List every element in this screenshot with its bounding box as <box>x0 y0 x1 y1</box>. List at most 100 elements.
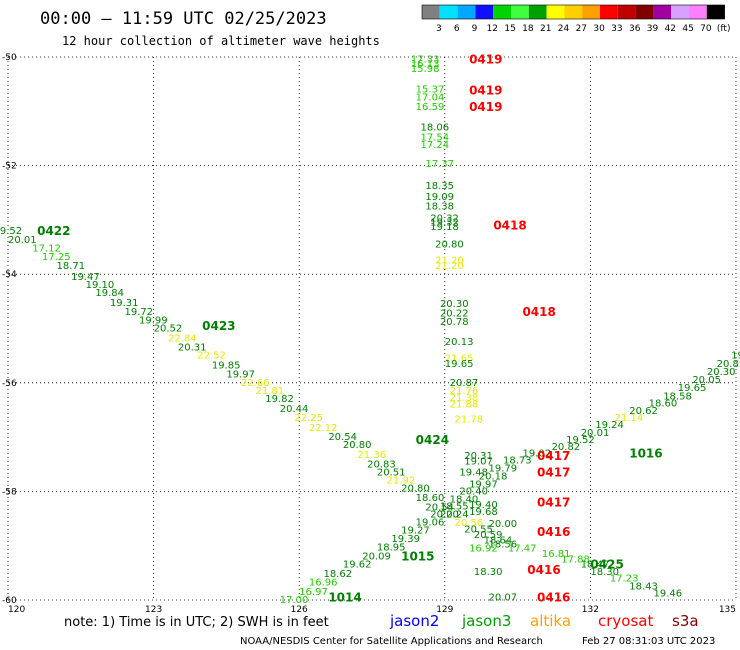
colorbar-label: 42 <box>665 24 676 34</box>
colorbar-label: 33 <box>611 24 622 34</box>
wave-height-value: 21.78 <box>455 415 484 426</box>
wave-height-value: 19.24 <box>595 420 624 431</box>
wave-height-value: 22.66 <box>241 378 270 389</box>
wave-height-value: 20.80 <box>343 440 372 451</box>
colorbar-swatch <box>689 5 707 19</box>
wave-height-value: 20.30 <box>707 367 736 378</box>
colorbar-label: 9 <box>472 24 478 34</box>
colorbar-label: 21 <box>540 24 551 34</box>
colorbar-swatch <box>671 5 689 19</box>
wave-height-value: 20.09 <box>362 552 391 563</box>
pass-label: 0416 <box>527 563 560 577</box>
wave-height-value: 21.76 <box>450 386 479 397</box>
pass-label: 0417 <box>537 465 570 479</box>
wave-height-value: 18.60 <box>416 493 445 504</box>
pass-label: 0418 <box>493 218 526 232</box>
wave-height-value: 19.97 <box>226 370 255 381</box>
wave-height-value: 19.79 <box>488 464 517 475</box>
x-tick-label: 135 <box>719 605 736 615</box>
wave-height-value: 20.18 <box>479 472 508 483</box>
x-tick-label: 123 <box>145 605 162 615</box>
wave-height-value: 20.31 <box>178 343 207 354</box>
wave-height-value: 18.06 <box>421 123 450 134</box>
wave-height-value: 20.52 <box>154 324 183 335</box>
wave-height-value: 17.33 <box>411 55 440 66</box>
wave-height-value: 19.65 <box>678 383 707 394</box>
wave-height-value: 20.07 <box>488 592 517 603</box>
wave-height-value: 16.97 <box>299 587 328 598</box>
wave-height-value: 20.87 <box>450 378 479 389</box>
colorbar-label: 6 <box>454 24 460 34</box>
colorbar-label: 24 <box>558 24 570 34</box>
wave-height-value: 20.80 <box>435 239 464 250</box>
wave-height-value: 22.84 <box>168 333 197 344</box>
colorbar-label: 15 <box>504 24 515 34</box>
wave-height-value: 19.72 <box>731 351 740 362</box>
wave-height-value: 20.82 <box>552 442 581 453</box>
colorbar-label: 3 <box>436 24 442 34</box>
wave-height-value: 18.35 <box>425 181 454 192</box>
wave-height-value: 16.81 <box>542 549 571 560</box>
pass-label: 0418 <box>522 305 555 319</box>
wave-height-value: 21.65 <box>445 353 474 364</box>
y-tick-label: -54 <box>2 270 17 280</box>
colorbar-swatch <box>422 5 440 19</box>
wave-height-value: 18.38 <box>425 201 454 212</box>
y-tick-label: -50 <box>2 53 17 63</box>
wave-height-value: 21.81 <box>256 386 285 397</box>
wave-height-value: 17.24 <box>421 140 450 151</box>
colorbar-label: 18 <box>522 24 534 34</box>
wave-height-value: 19.39 <box>391 534 420 545</box>
wave-height-value: 18.71 <box>57 261 86 272</box>
wave-height-value: 20.05 <box>692 375 721 386</box>
x-tick-label: 120 <box>8 605 25 615</box>
wave-height-value: 21.20 <box>435 256 464 267</box>
x-tick-label: 129 <box>436 605 453 615</box>
pass-label: 1015 <box>401 550 434 564</box>
wave-height-value: 19.40 <box>469 500 498 511</box>
colorbar-swatch <box>617 5 636 19</box>
wave-height-value: 17.54 <box>421 132 450 143</box>
colorbar-legend: 3 6 9 12 15 18 21 24 27 30 33 36 39 42 45 70 (ft) <box>421 4 731 34</box>
y-tick-label: -56 <box>2 379 17 389</box>
wave-height-value: 19.82 <box>265 394 294 405</box>
wave-height-value: 20.40 <box>459 486 488 497</box>
wave-height-value: 19.02 <box>522 448 551 459</box>
wave-height-value: 19.99 <box>139 315 168 326</box>
wave-height-value: 18.30 <box>590 567 619 578</box>
wave-height-value: 18.64 <box>484 535 513 546</box>
wave-height-value: 20.51 <box>377 467 406 478</box>
pass-label: 0416 <box>537 590 570 604</box>
pass-label: 0425 <box>590 558 623 572</box>
wave-height-value: 18.58 <box>663 391 692 402</box>
footer-timestamp: Feb 27 08:31:03 UTC 2023 <box>582 636 715 647</box>
wave-height-value: 20.00 <box>488 519 517 530</box>
colorbar-label: 36 <box>629 24 641 34</box>
wave-height-value: 19.97 <box>469 479 498 490</box>
wave-height-value: 21.38 <box>450 393 479 404</box>
colorbar-swatch <box>528 5 547 19</box>
satellite-legend: jason2 jason3 altika cryosat s3a <box>389 612 699 630</box>
wave-height-value: 19.68 <box>469 507 498 518</box>
wave-height-value: 17.88 <box>561 554 590 565</box>
wave-height-value: 18.60 <box>649 398 678 409</box>
wave-height-value: 17.23 <box>610 573 639 584</box>
chart-title: 00:00 – 11:59 UTC 02/25/2023 <box>40 9 327 29</box>
wave-height-value: 19.27 <box>401 525 430 536</box>
wave-height-value: 20.54 <box>328 432 357 443</box>
wave-height-value: 18.47 <box>581 560 610 571</box>
wave-height-value: 19.07 <box>464 457 493 468</box>
chart-subtitle: 12 hour collection of altimeter wave hei… <box>62 34 380 48</box>
wave-height-value: 18.43 <box>629 581 658 592</box>
wave-height-value: 15.37 <box>416 85 445 96</box>
wave-height-value: 18.62 <box>323 569 352 580</box>
wave-height-value: 20.24 <box>440 510 469 521</box>
wave-height-value: 19.65 <box>445 359 474 370</box>
wave-height-value: 20.83 <box>367 459 396 470</box>
wave-height-value: 16.92 <box>469 543 498 554</box>
wave-height-value: 16.13 <box>411 59 440 70</box>
footer-credit: NOAA/NESDIS Center for Satellite Applica… <box>240 636 543 647</box>
wave-height-value: 16.59 <box>416 102 445 113</box>
colorbar-label: (ft) <box>717 24 731 34</box>
